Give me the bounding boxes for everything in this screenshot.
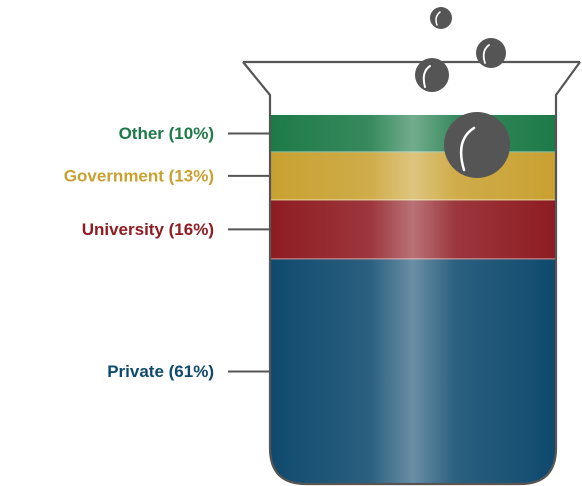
bubble-large-highlight — [459, 126, 476, 172]
bubble-tiny-highlight — [435, 11, 441, 26]
bubble-medium — [415, 58, 449, 92]
label-government: Government (13%) — [64, 166, 214, 185]
bubble-small — [476, 38, 506, 68]
bubbles — [415, 7, 510, 178]
bubble-medium-highlight — [422, 65, 431, 88]
segment-labels: Private (61%) University (16%) Government … — [64, 124, 270, 381]
bubble-small-highlight — [482, 44, 490, 64]
label-university: University (16%) — [82, 220, 214, 239]
liquid-sheen — [270, 115, 556, 484]
label-other: Other (10%) — [119, 124, 214, 143]
beaker-outline — [242, 60, 581, 486]
bubble-tiny — [430, 7, 452, 29]
bubble-large — [444, 112, 510, 178]
label-private: Private (61%) — [107, 362, 214, 381]
